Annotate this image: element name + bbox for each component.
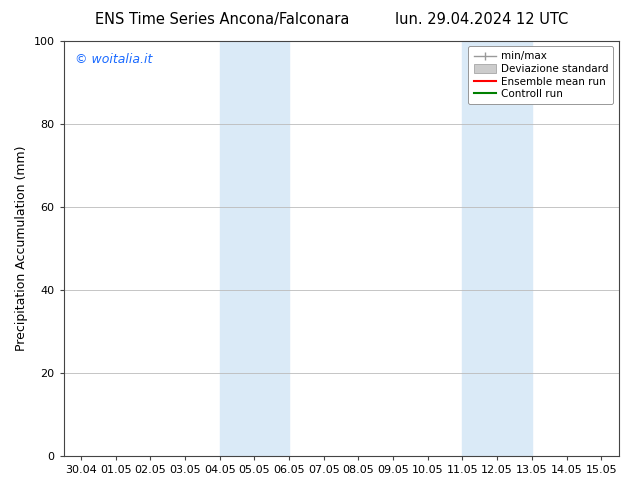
Legend: min/max, Deviazione standard, Ensemble mean run, Controll run: min/max, Deviazione standard, Ensemble m… <box>469 46 613 104</box>
Text: © woitalia.it: © woitalia.it <box>75 53 152 67</box>
Bar <box>219 41 254 456</box>
Text: ENS Time Series Ancona/Falconara: ENS Time Series Ancona/Falconara <box>94 12 349 27</box>
Y-axis label: Precipitation Accumulation (mm): Precipitation Accumulation (mm) <box>15 146 28 351</box>
Bar <box>497 41 532 456</box>
Text: lun. 29.04.2024 12 UTC: lun. 29.04.2024 12 UTC <box>395 12 569 27</box>
Bar <box>462 41 497 456</box>
Bar <box>254 41 289 456</box>
